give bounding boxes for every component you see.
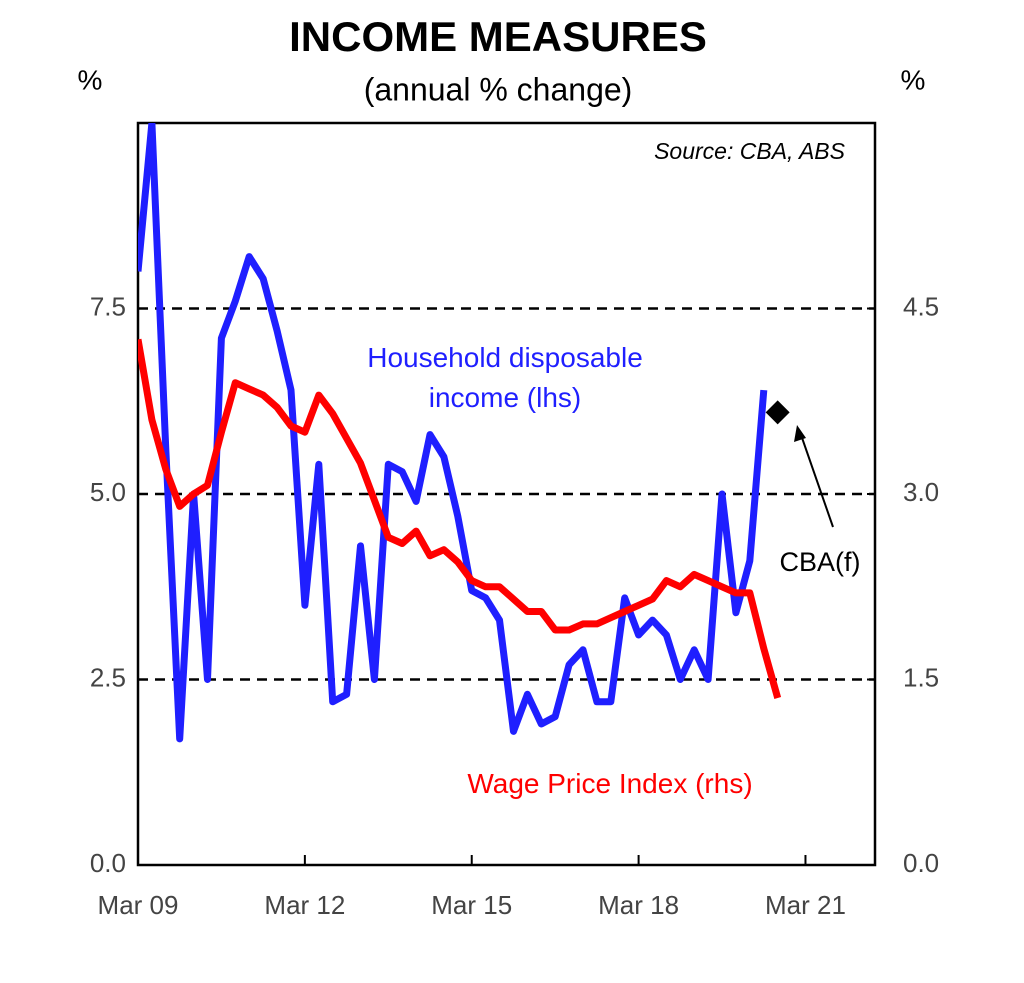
forecast-marker [765, 400, 790, 425]
plot-area [138, 123, 782, 743]
forecast-arrowhead [794, 425, 806, 442]
y-axis-label: % [78, 64, 103, 95]
y-tick-label: 2.5 [90, 662, 126, 692]
x-tick-label: Mar 09 [98, 890, 179, 920]
series-label: Household disposable income (lhs) [367, 342, 643, 413]
series-label: Wage Price Index (rhs) [467, 768, 753, 799]
source-note: Source: CBA, ABS [654, 138, 846, 164]
x-tick-label: Mar 12 [264, 890, 345, 920]
data-line [138, 338, 782, 699]
y2-tick-label: 1.5 [903, 662, 939, 692]
x-tick-label: Mar 21 [765, 890, 846, 920]
x-tick-label: Mar 18 [598, 890, 679, 920]
plot-frame [136, 121, 877, 867]
forecast-arrow [799, 431, 834, 528]
y2-tick-label: 3.0 [903, 477, 939, 507]
y2-tick-label: 4.5 [903, 291, 939, 321]
y-tick-label: 5.0 [90, 477, 126, 507]
y2-tick-label: 0.0 [903, 848, 939, 878]
y-tick-label: 7.5 [90, 291, 126, 321]
y2-axis-label: % [901, 64, 926, 95]
x-tick-label: Mar 15 [431, 890, 512, 920]
data-line [138, 123, 768, 743]
forecast-label: CBA(f) [779, 547, 861, 577]
chart-subtitle: (annual % change) [364, 71, 633, 107]
y-tick-label: 0.0 [90, 848, 126, 878]
chart-title: INCOME MEASURES [289, 13, 707, 60]
